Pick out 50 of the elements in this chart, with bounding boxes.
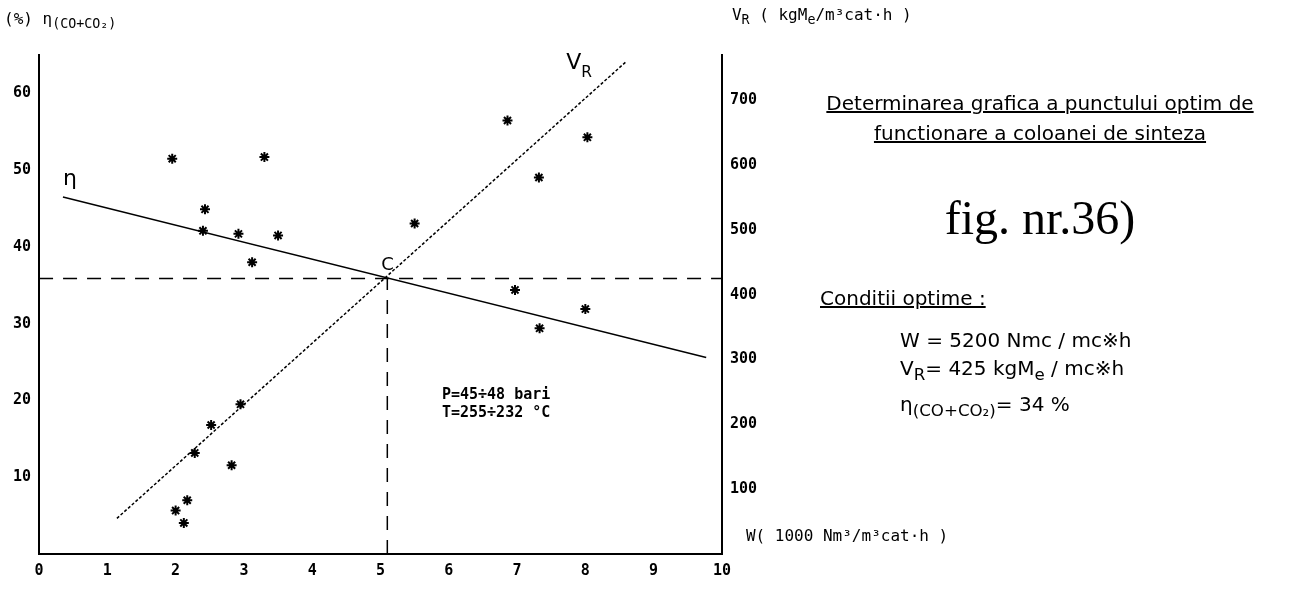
point [533,322,546,335]
x-tick-label: 0 [34,560,44,579]
point [232,227,245,240]
x-tick-label: 6 [444,560,454,579]
x-tick-label: 8 [580,560,590,579]
x-tick-label: 10 [712,560,731,579]
y-tick-label: 30 [13,313,32,332]
y2-tick-label: 100 [729,479,757,498]
point [181,494,194,507]
y2-tick-label: 600 [729,155,757,174]
x-tick-label: 7 [512,560,522,579]
y2-tick-label: 300 [729,349,757,368]
y-tick-label: 10 [13,467,32,486]
text: Conditii optime : [820,286,986,310]
x-tick-label: 1 [102,560,112,579]
y-tick-label: 40 [13,236,32,255]
point [246,256,259,269]
point [166,152,179,165]
point [169,504,182,517]
annotation: C [381,252,394,274]
text: η$_{(CO+CO₂)}$= 34 % [900,392,1070,420]
annotation: P=45÷48 bari T=255÷232 °C [441,385,551,422]
y2-tick-label: 200 [729,414,757,433]
text: V$_{R}$= 425 kgM$_{e}$ / mc※h [900,356,1125,384]
point [225,459,238,472]
x-tick-label: 4 [307,560,317,579]
series-label: η [62,165,77,191]
text: W = 5200 Nmc / mc※h [900,328,1132,352]
point [234,398,247,411]
x-tick-label: 9 [649,560,659,579]
y2-tick-label: 700 [729,90,757,109]
x-tick-label: 5 [375,560,385,579]
y-tick-label: 20 [13,390,32,409]
point [581,131,594,144]
x-tick-label: 3 [239,560,249,579]
y-axis-title: (%) η$_{(CO+CO₂)}$ [4,9,117,32]
y2-axis-title: V$_{R}$ ( kgM$_{e}$/m³cat·h ) [731,5,912,28]
x-tick-label: 2 [171,560,181,579]
point [272,229,285,242]
y2-tick-label: 500 [729,219,757,238]
y2-tick-label: 400 [729,284,757,303]
point [408,217,421,230]
text: fig. nr.36) [943,190,1137,245]
x-axis-title: W( 1000 Nm³/m³cat·h ) [745,526,949,545]
text: Determinarea grafica a punctului optim de functionare a coloanei de sinteza [825,90,1255,147]
y-tick-label: 60 [13,83,32,102]
point [532,171,545,184]
point [196,224,209,237]
y-tick-label: 50 [13,160,32,179]
point [501,114,514,127]
